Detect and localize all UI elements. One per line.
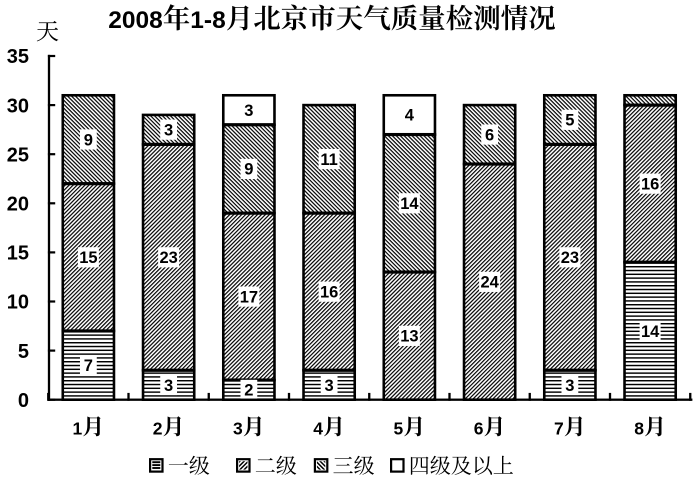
svg-text:4: 4 <box>405 107 415 125</box>
svg-text:9: 9 <box>244 161 253 179</box>
svg-text:2008: 2008 <box>108 7 163 34</box>
svg-text:35: 35 <box>7 46 29 68</box>
svg-text:13: 13 <box>400 328 418 346</box>
svg-text:1: 1 <box>73 418 83 438</box>
svg-text:30: 30 <box>7 95 29 117</box>
svg-text:3: 3 <box>233 418 243 438</box>
svg-text:4: 4 <box>313 418 323 438</box>
svg-text:23: 23 <box>159 249 177 267</box>
svg-text:6: 6 <box>474 418 484 438</box>
svg-text:17: 17 <box>240 288 258 306</box>
svg-text:3: 3 <box>164 121 173 139</box>
svg-text:2: 2 <box>153 418 163 438</box>
svg-text:6: 6 <box>485 126 494 144</box>
svg-text:3: 3 <box>325 377 334 395</box>
svg-text:20: 20 <box>7 194 29 216</box>
svg-text:9: 9 <box>84 131 93 149</box>
svg-text:15: 15 <box>79 249 97 267</box>
svg-text:14: 14 <box>641 323 660 341</box>
svg-text:7: 7 <box>84 357 93 375</box>
svg-text:3: 3 <box>244 102 253 120</box>
svg-text:3: 3 <box>565 377 574 395</box>
svg-text:23: 23 <box>561 249 579 267</box>
svg-text:5: 5 <box>565 112 574 130</box>
svg-text:5: 5 <box>18 341 29 363</box>
svg-text:16: 16 <box>320 283 338 301</box>
svg-text:2: 2 <box>244 382 253 400</box>
svg-text:16: 16 <box>641 175 659 193</box>
svg-text:24: 24 <box>480 274 499 292</box>
svg-text:10: 10 <box>7 292 29 314</box>
svg-text:8: 8 <box>634 418 644 438</box>
svg-text:5: 5 <box>394 418 404 438</box>
svg-text:7: 7 <box>554 418 564 438</box>
svg-text:0: 0 <box>18 390 29 412</box>
svg-text:11: 11 <box>320 151 337 169</box>
svg-text:1-8: 1-8 <box>190 7 225 34</box>
svg-text:25: 25 <box>7 144 29 166</box>
svg-text:14: 14 <box>400 195 419 213</box>
svg-text:3: 3 <box>164 377 173 395</box>
svg-text:15: 15 <box>7 243 29 265</box>
